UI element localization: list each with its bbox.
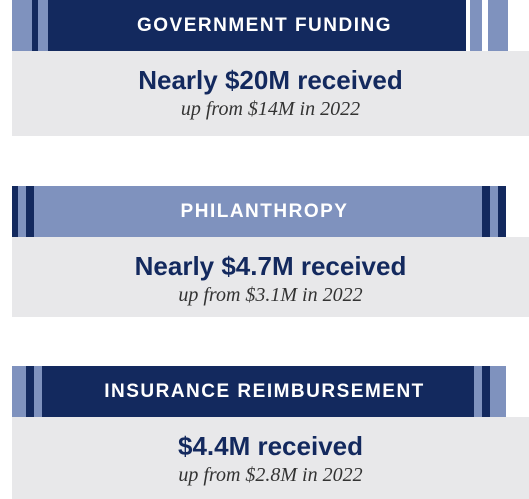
headline: Nearly $4.7M received [134,251,407,281]
header-bar: INSURANCE REIMBURSEMENT [0,366,529,417]
stripe [490,366,506,417]
stripe [18,186,26,237]
section: PHILANTHROPY Nearly $4.7M received up fr… [0,186,529,317]
stripe [34,366,42,417]
section-title: GOVERNMENT FUNDING [137,15,392,36]
header-bar: GOVERNMENT FUNDING [0,0,529,51]
detail: up from $3.1M in 2022 [178,284,363,306]
stripe [482,186,490,237]
detail: up from $14M in 2022 [180,98,361,120]
stripe [12,186,18,237]
stripe [488,0,508,51]
section: INSURANCE REIMBURSEMENT $4.4M received u… [0,366,529,499]
stripe [26,366,34,417]
stripe [38,0,48,51]
headline: Nearly $20M received [138,65,403,95]
stripe [34,186,482,237]
stripe [490,186,498,237]
stripe [42,366,474,417]
section-title: INSURANCE REIMBURSEMENT [104,381,425,402]
info-box: Nearly $4.7M received up from $3.1M in 2… [12,237,529,317]
stripe [482,366,490,417]
section: GOVERNMENT FUNDING Nearly $20M received … [0,0,529,136]
detail: up from $2.8M in 2022 [178,464,363,486]
section-title: PHILANTHROPY [180,201,349,222]
stripe [12,366,26,417]
stripe [48,0,466,51]
stripe [32,0,38,51]
stripe [498,186,506,237]
header-bar: PHILANTHROPY [0,186,529,237]
info-box: Nearly $20M received up from $14M in 202… [12,51,529,136]
stripe [470,0,482,51]
info-box: $4.4M received up from $2.8M in 2022 [12,417,529,499]
stripe [26,186,34,237]
stripe [12,0,32,51]
headline: $4.4M received [177,431,363,461]
stripe [474,366,482,417]
